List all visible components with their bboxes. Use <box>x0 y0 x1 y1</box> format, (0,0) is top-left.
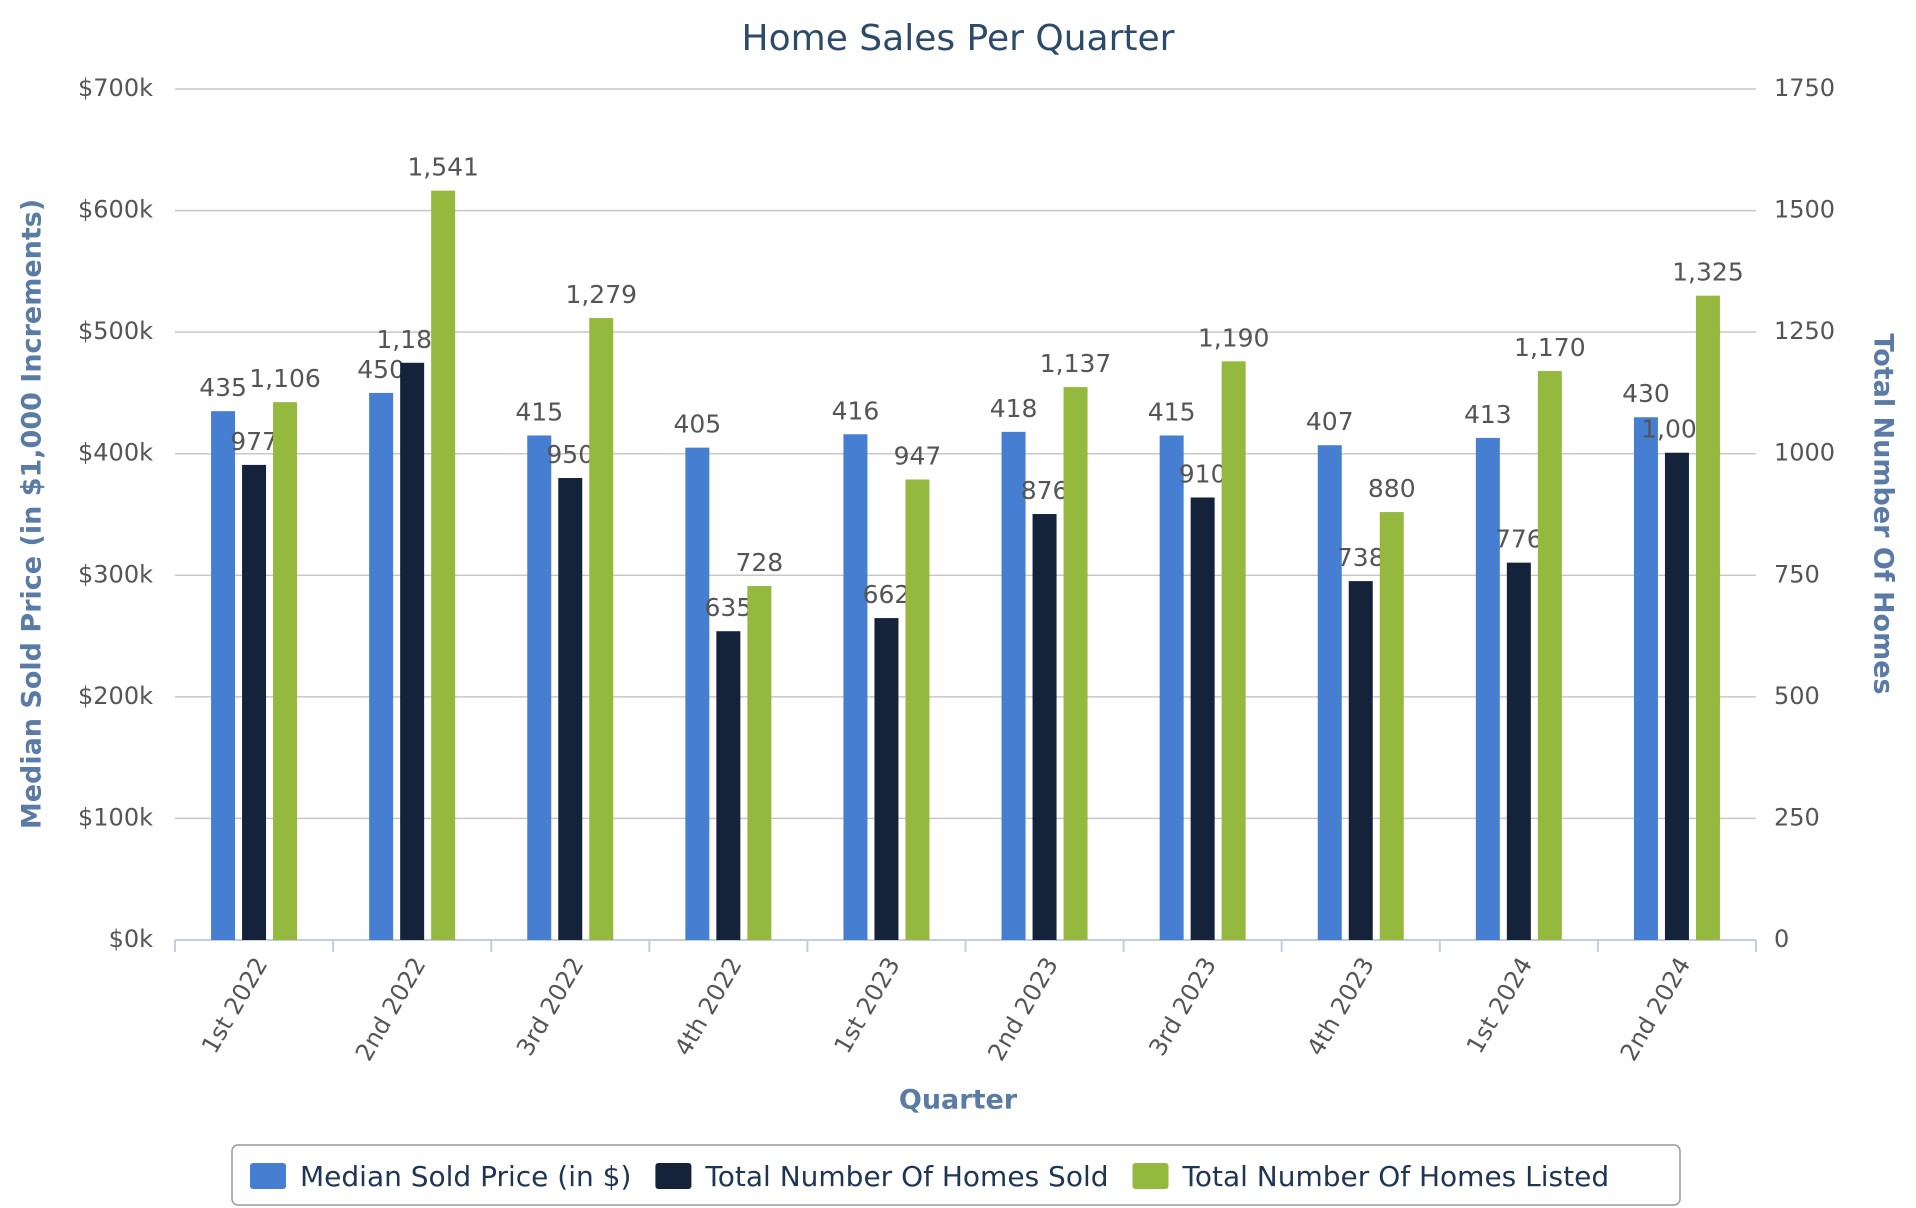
x-tick-label: 2nd 2023 <box>982 953 1063 1066</box>
value-label: 416 <box>832 396 880 425</box>
value-label: 776 <box>1495 525 1543 554</box>
value-label: 738 <box>1337 543 1385 572</box>
bar <box>1317 445 1342 940</box>
bar <box>1032 514 1057 940</box>
bar <box>589 318 614 941</box>
value-label: 1,106 <box>249 364 321 393</box>
value-label: 880 <box>1368 474 1416 503</box>
bar <box>905 479 930 940</box>
value-label: 910 <box>1179 459 1227 488</box>
y2-tick-label: 1500 <box>1774 196 1835 224</box>
legend-swatch[interactable] <box>1132 1163 1169 1189</box>
x-tick-label: 1st 2022 <box>196 953 273 1059</box>
value-label: 977 <box>230 427 278 456</box>
value-label: 728 <box>735 548 783 577</box>
bar <box>1159 435 1184 940</box>
legend-box <box>231 1144 1681 1206</box>
bar <box>273 402 298 941</box>
value-label: 1,279 <box>565 280 637 309</box>
y2-tick-label: 500 <box>1774 682 1820 710</box>
bar <box>1506 562 1531 940</box>
value-label: 876 <box>1021 476 1069 505</box>
y-tick-label: $500k <box>78 317 153 345</box>
x-tick-label: 2nd 2024 <box>1615 953 1696 1066</box>
y-tick-label: $600k <box>78 196 153 224</box>
value-label: 450 <box>357 355 405 384</box>
bar <box>1695 295 1720 941</box>
bar <box>1537 371 1562 940</box>
bar <box>685 447 710 940</box>
legend-label[interactable]: Total Number Of Homes Listed <box>1182 1160 1610 1193</box>
bar <box>1001 431 1026 940</box>
bar <box>1063 387 1088 940</box>
value-label: 1,170 <box>1514 333 1586 362</box>
x-tick-label: 4th 2022 <box>669 953 748 1061</box>
legend-label[interactable]: Median Sold Price (in $) <box>300 1160 631 1193</box>
bar <box>843 434 868 940</box>
x-tick-label: 3rd 2022 <box>511 953 590 1061</box>
value-label: 435 <box>199 373 247 402</box>
value-label: 635 <box>704 593 752 622</box>
value-label: 1,190 <box>1198 323 1270 352</box>
x-tick-label: 1st 2024 <box>1461 953 1538 1059</box>
value-label: 418 <box>990 394 1038 423</box>
value-label: 947 <box>894 441 942 470</box>
bar <box>874 618 899 940</box>
legend-label[interactable]: Total Number Of Homes Sold <box>704 1160 1108 1193</box>
x-tick-label: 1st 2023 <box>829 953 906 1059</box>
y2-tick-label: 1750 <box>1774 74 1835 102</box>
bar <box>1348 581 1373 940</box>
bar <box>400 362 425 940</box>
y-axis-title: Median Sold Price (in $1,000 Increments) <box>17 199 48 829</box>
y-tick-label: $700k <box>78 74 153 102</box>
value-label: 1,325 <box>1672 258 1744 287</box>
bar <box>747 585 772 940</box>
chart-title: Home Sales Per Quarter <box>742 18 1175 59</box>
y2-tick-label: 750 <box>1774 560 1820 588</box>
x-tick-label: 3rd 2023 <box>1143 953 1222 1061</box>
bar <box>369 392 394 940</box>
value-label: 415 <box>515 397 563 426</box>
y2-axis-title: Total Number Of Homes <box>1868 333 1899 694</box>
value-label: 950 <box>546 440 594 469</box>
bar <box>242 464 267 940</box>
value-label: 1,137 <box>1040 349 1112 378</box>
y-tick-label: $300k <box>78 560 153 588</box>
value-label: 1,541 <box>407 153 479 182</box>
value-label: 430 <box>1622 379 1670 408</box>
bar <box>1379 512 1404 940</box>
x-tick-label: 2nd 2022 <box>350 953 431 1066</box>
bar <box>1664 452 1689 940</box>
bar <box>431 190 456 940</box>
bar <box>211 411 236 940</box>
bar <box>716 631 741 940</box>
x-axis-title: Quarter <box>899 1085 1018 1116</box>
y2-tick-label: 250 <box>1774 803 1820 831</box>
legend-swatch[interactable] <box>655 1163 692 1189</box>
bar <box>1221 361 1246 940</box>
bar <box>527 435 552 940</box>
value-label: 413 <box>1464 400 1512 429</box>
value-label: 407 <box>1306 407 1354 436</box>
y2-tick-label: 1000 <box>1774 439 1835 467</box>
y2-tick-label: 0 <box>1774 925 1789 953</box>
y-tick-label: $200k <box>78 682 153 710</box>
y2-tick-label: 1250 <box>1774 317 1835 345</box>
y-tick-label: $400k <box>78 439 153 467</box>
value-label: 415 <box>1148 397 1196 426</box>
value-label: 662 <box>863 580 911 609</box>
value-label: 405 <box>673 410 721 439</box>
bar <box>1190 497 1215 940</box>
bar <box>558 478 583 940</box>
legend-swatch[interactable] <box>250 1163 286 1189</box>
bar <box>1633 417 1658 940</box>
bar <box>1475 437 1500 940</box>
y-tick-label: $0k <box>109 925 154 953</box>
y-tick-label: $100k <box>78 803 153 831</box>
x-tick-label: 4th 2023 <box>1301 953 1380 1061</box>
